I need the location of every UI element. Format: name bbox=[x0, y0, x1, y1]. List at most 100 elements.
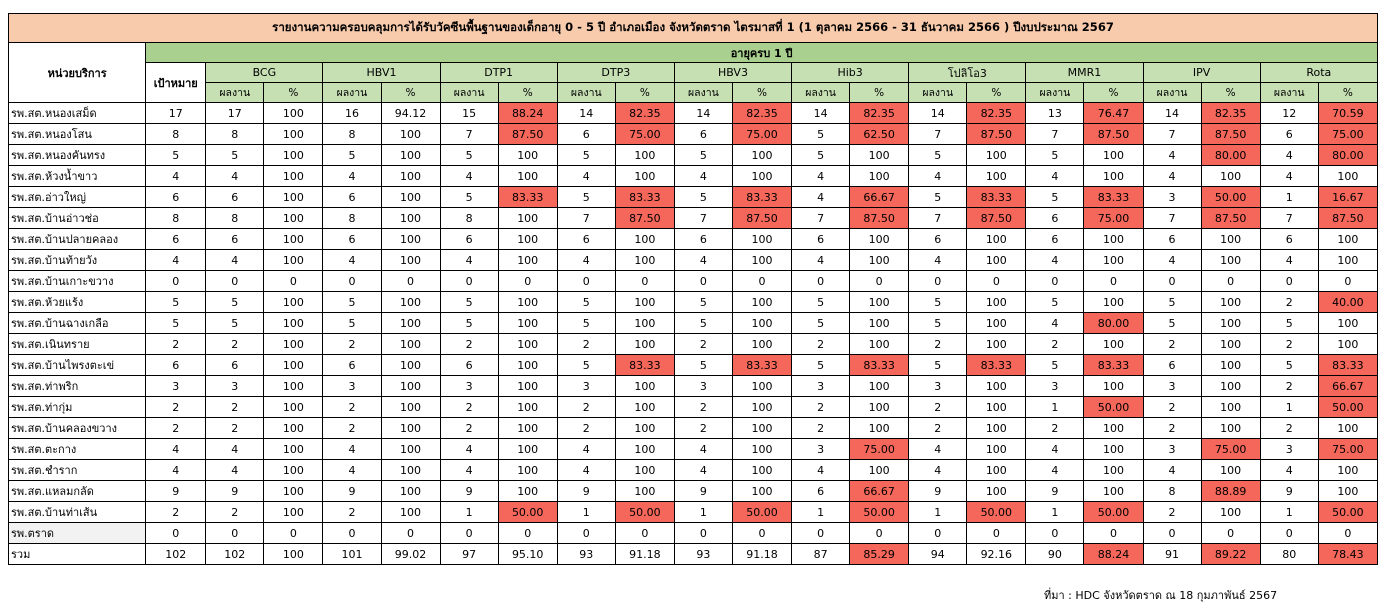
unit-name-cell: รพ.สต.บ้านอ่าวช่อ bbox=[7, 207, 147, 229]
percent-cell: 100 bbox=[380, 417, 441, 439]
percent-cell: 100 bbox=[1200, 375, 1261, 397]
result-cell: 2 bbox=[673, 333, 733, 355]
percent-subheader: % bbox=[966, 82, 1027, 103]
percent-cell: 87.50 bbox=[1083, 123, 1144, 145]
result-cell: 1 bbox=[1025, 396, 1085, 418]
result-cell: 0 bbox=[556, 270, 616, 292]
result-cell: 5 bbox=[556, 186, 616, 208]
result-cell: 6 bbox=[205, 186, 265, 208]
result-cell: 5 bbox=[908, 312, 968, 334]
percent-cell: 100 bbox=[380, 396, 441, 418]
result-cell: 102 bbox=[205, 543, 265, 565]
percent-cell: 100 bbox=[263, 354, 324, 376]
percent-cell: 76.47 bbox=[1083, 102, 1144, 124]
result-cell: 5 bbox=[791, 312, 851, 334]
result-cell: 4 bbox=[908, 249, 968, 271]
target-cell: 8 bbox=[145, 123, 207, 145]
percent-cell: 0 bbox=[849, 522, 910, 544]
percent-cell: 100 bbox=[614, 144, 675, 166]
result-cell: 9 bbox=[205, 480, 265, 502]
percent-cell: 100 bbox=[263, 459, 324, 481]
percent-subheader: % bbox=[1200, 82, 1261, 103]
result-cell: 4 bbox=[205, 459, 265, 481]
result-cell: 87 bbox=[791, 543, 851, 565]
result-cell: 6 bbox=[205, 228, 265, 250]
percent-cell: 100 bbox=[497, 312, 558, 334]
result-cell: 0 bbox=[908, 270, 968, 292]
result-cell: 5 bbox=[439, 312, 499, 334]
percent-cell: 100 bbox=[1200, 501, 1261, 523]
result-cell: 4 bbox=[908, 438, 968, 460]
result-cell: 8 bbox=[322, 123, 382, 145]
result-cell: 2 bbox=[556, 417, 616, 439]
percent-cell: 100 bbox=[1200, 459, 1261, 481]
result-cell: 0 bbox=[439, 522, 499, 544]
percent-cell: 100 bbox=[497, 354, 558, 376]
percent-cell: 100 bbox=[614, 417, 675, 439]
result-cell: 2 bbox=[1142, 333, 1202, 355]
percent-cell: 40.00 bbox=[1317, 291, 1379, 313]
result-cell: 0 bbox=[791, 270, 851, 292]
percent-cell: 83.33 bbox=[1083, 354, 1144, 376]
percent-cell: 100 bbox=[380, 123, 441, 145]
result-cell: 5 bbox=[673, 354, 733, 376]
vaccine-header: Hib3 bbox=[791, 62, 910, 83]
percent-cell: 75.00 bbox=[614, 123, 675, 145]
percent-cell: 75.00 bbox=[1083, 207, 1144, 229]
result-cell: 4 bbox=[1259, 459, 1319, 481]
percent-cell: 100 bbox=[497, 228, 558, 250]
result-cell: 0 bbox=[908, 522, 968, 544]
percent-cell: 100 bbox=[1083, 291, 1144, 313]
result-subheader: ผลงาน bbox=[556, 82, 616, 103]
result-cell: 5 bbox=[556, 291, 616, 313]
percent-cell: 100 bbox=[849, 228, 910, 250]
percent-cell: 0 bbox=[849, 270, 910, 292]
result-cell: 2 bbox=[908, 396, 968, 418]
percent-cell: 100 bbox=[380, 438, 441, 460]
target-cell: 5 bbox=[145, 291, 207, 313]
unit-name-cell: รพ.สต.บ้านเกาะขวาง bbox=[7, 270, 147, 292]
unit-name-cell: รพ.สต.บ้านท่าเส้น bbox=[7, 501, 147, 523]
percent-cell: 100 bbox=[849, 144, 910, 166]
percent-cell: 100 bbox=[966, 249, 1027, 271]
percent-cell: 100 bbox=[1317, 417, 1379, 439]
result-cell: 2 bbox=[673, 417, 733, 439]
percent-cell: 82.35 bbox=[966, 102, 1027, 124]
source-note: ที่มา : HDC จังหวัดตราด ณ 18 กุมภาพันธ์ … bbox=[1044, 589, 1278, 602]
result-cell: 2 bbox=[1259, 291, 1319, 313]
percent-subheader: % bbox=[614, 82, 675, 103]
percent-cell: 100 bbox=[731, 396, 793, 418]
result-cell: 2 bbox=[439, 396, 499, 418]
percent-cell: 62.50 bbox=[849, 123, 910, 145]
percent-cell: 100 bbox=[263, 396, 324, 418]
result-cell: 8 bbox=[205, 123, 265, 145]
unit-name-cell: รพ.สต.อ่าวใหญ่ bbox=[7, 186, 147, 208]
percent-cell: 100 bbox=[1083, 459, 1144, 481]
result-cell: 2 bbox=[556, 396, 616, 418]
result-cell: 7 bbox=[908, 207, 968, 229]
percent-cell: 87.50 bbox=[966, 123, 1027, 145]
result-cell: 4 bbox=[1259, 144, 1319, 166]
percent-cell: 100 bbox=[966, 480, 1027, 502]
target-cell: 2 bbox=[145, 333, 207, 355]
percent-cell: 100 bbox=[263, 123, 324, 145]
percent-cell: 100 bbox=[380, 375, 441, 397]
vaccine-header: HBV1 bbox=[322, 62, 441, 83]
result-cell: 5 bbox=[908, 186, 968, 208]
unit-name-cell: รพ.สต.ห้วยแร้ง bbox=[7, 291, 147, 313]
percent-cell: 100 bbox=[1083, 375, 1144, 397]
result-subheader: ผลงาน bbox=[673, 82, 733, 103]
result-cell: 0 bbox=[439, 270, 499, 292]
percent-cell: 100 bbox=[1200, 333, 1261, 355]
percent-cell: 100 bbox=[380, 354, 441, 376]
unit-name-cell: รพ.สต.หนองคันทรง bbox=[7, 144, 147, 166]
percent-cell: 100 bbox=[614, 312, 675, 334]
result-cell: 8 bbox=[205, 207, 265, 229]
percent-cell: 75.00 bbox=[1317, 438, 1379, 460]
percent-cell: 100 bbox=[263, 207, 324, 229]
result-cell: 5 bbox=[791, 291, 851, 313]
target-cell: 8 bbox=[145, 207, 207, 229]
percent-cell: 100 bbox=[966, 291, 1027, 313]
percent-cell: 70.59 bbox=[1317, 102, 1379, 124]
percent-cell: 100 bbox=[1317, 312, 1379, 334]
